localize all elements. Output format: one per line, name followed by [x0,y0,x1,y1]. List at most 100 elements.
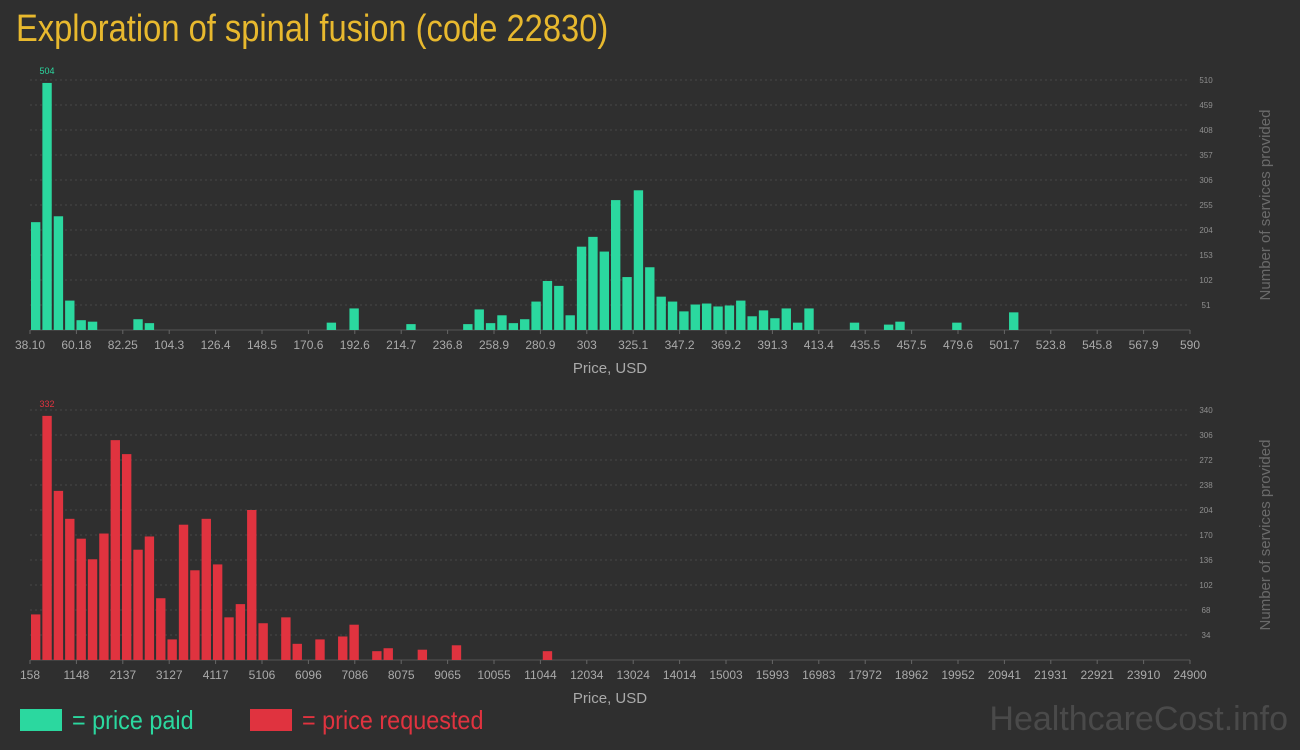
bar [542,651,553,660]
x-tick-label: 479.6 [943,338,973,352]
bar [531,301,541,330]
bar [895,321,905,330]
x-tick-label: 7086 [341,668,368,682]
bar [42,415,52,660]
y-tick-label: 68 [1202,606,1211,615]
watermark: HealthcareCost.info [989,700,1288,738]
x-tick-label: 2137 [109,668,136,682]
x-tick-label: 21931 [1034,668,1068,682]
bar [281,617,291,660]
bar [212,564,223,660]
y-tick-label: 306 [1199,431,1213,440]
x-tick-label: 545.8 [1082,338,1112,352]
bar [588,236,598,330]
bar [87,321,98,330]
x-tick-label: 17972 [849,668,883,682]
bar [53,490,64,660]
bar [849,322,860,330]
x-tick-label: 457.5 [897,338,927,352]
y-tick-label: 136 [1199,556,1213,565]
y-tick-label: 51 [1202,301,1211,310]
bar [463,324,473,330]
y-tick-label: 408 [1199,126,1213,135]
bar [349,624,359,660]
bar [565,315,575,330]
x-tick-label: 8075 [388,668,415,682]
bar [485,323,496,330]
bar [451,645,462,660]
legend-requested: = price requested [250,704,504,736]
legend-paid: = price paid [20,704,207,736]
x-tick-label: 590 [1180,338,1200,352]
x-tick-label: 3127 [156,668,183,682]
bar [883,324,894,330]
x-tick-label: 6096 [295,668,322,682]
x-tick-label: 1148 [63,668,89,682]
x-tick-label: 325.1 [618,338,648,352]
y-tick-label: 102 [1199,276,1213,285]
y-tick-label: 102 [1199,581,1213,590]
x-tick-label: 104.3 [154,338,184,352]
x-tick-label: 60.18 [61,338,91,352]
y-tick-label: 459 [1199,101,1213,110]
bar [701,303,712,330]
bar [576,246,587,330]
x-tick-label: 158 [20,668,40,682]
peak-label: 332 [40,399,55,409]
bar [542,280,553,330]
x-tick-label: 20941 [988,668,1022,682]
y-tick-label: 153 [1199,251,1213,260]
x-tick-label: 38.10 [15,338,45,352]
y-tick-label: 340 [1199,406,1213,415]
x-tick-label: 369.2 [711,338,741,352]
bar [156,598,166,660]
bar [736,300,746,330]
bar [258,623,268,660]
bar [724,305,735,330]
x-tick-label: 413.4 [804,338,834,352]
bar [338,636,348,660]
x-tick-label: 15993 [756,668,790,682]
x-tick-label: 15003 [709,668,743,682]
bar [656,296,666,330]
x-tick-label: 148.5 [247,338,277,352]
y-tick-label: 204 [1199,506,1213,515]
x-tick-label: 13024 [617,668,651,682]
bar [599,251,609,330]
x-tick-label: 236.8 [433,338,463,352]
page-title: Exploration of spinal fusion (code 22830… [16,8,609,50]
x-tick-label: 391.3 [757,338,787,352]
bar [611,200,621,330]
bar [53,216,64,330]
bar [65,518,75,660]
bar [144,323,155,330]
y-tick-label: 357 [1199,151,1213,160]
y-tick-label: 238 [1199,481,1213,490]
y-tick-label: 510 [1199,76,1213,85]
bar [31,614,41,660]
bar [121,454,132,660]
bar [383,648,393,660]
price-requested-chart: 34 68 102 136 170 204 238 272 306 340 332 158 1148 21… [20,399,1274,707]
y-tick-label: 170 [1199,531,1213,540]
x-tick-label: 258.9 [479,338,509,352]
legend-paid-swatch [20,709,62,731]
bar [690,304,700,330]
x-tick-label: 14014 [663,668,697,682]
bar [133,549,143,660]
bar [224,617,234,660]
bar [645,267,655,330]
x-tick-label: 280.9 [525,338,555,352]
x-tick-label: 192.6 [340,338,370,352]
x-tick-label: 347.2 [665,338,695,352]
bar [474,309,484,330]
bar [190,570,200,660]
x-tick-label: 170.6 [293,338,323,352]
bar [235,604,246,660]
bar [372,651,382,660]
bar [292,643,302,660]
bar [144,536,155,660]
bar [792,322,803,330]
x-tick-label: 4117 [203,668,229,682]
y-tick-label: 204 [1199,226,1213,235]
